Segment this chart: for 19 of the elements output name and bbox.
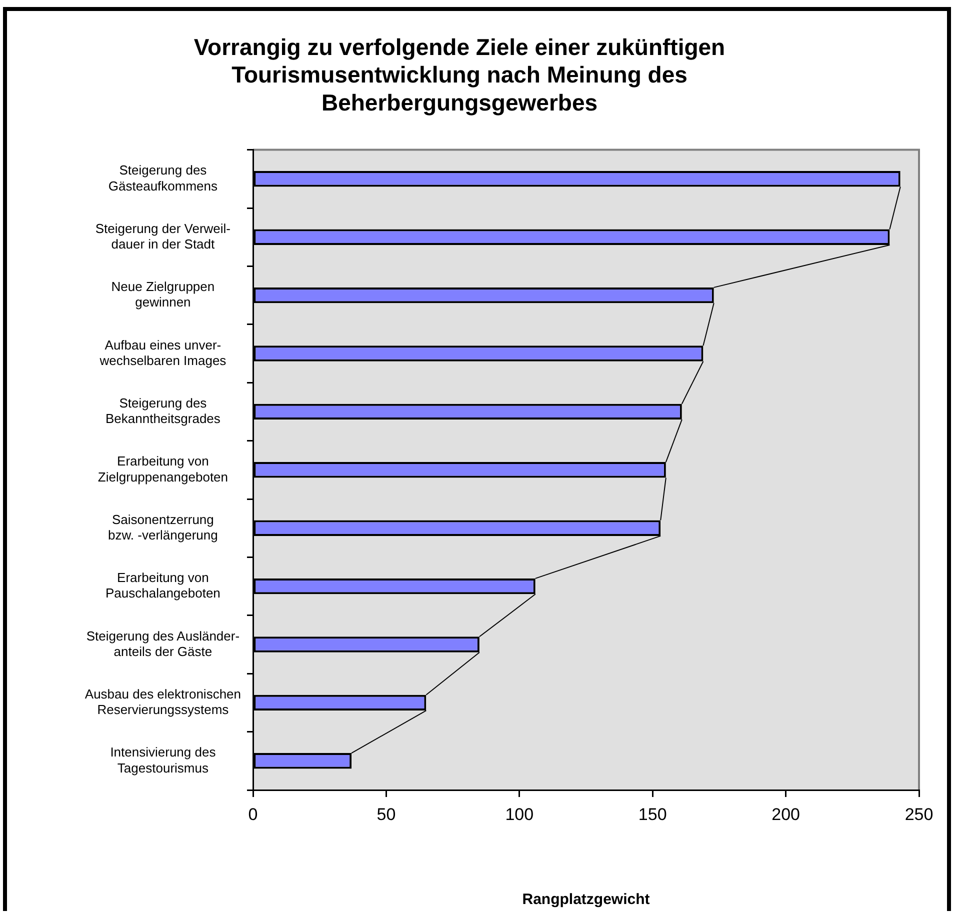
y-tick-label: Neue Zielgruppen gewinnen xyxy=(111,279,215,310)
x-axis-title: Rangplatzgewicht xyxy=(522,891,650,908)
x-tick-label: 0 xyxy=(248,804,258,824)
y-tick-label: Steigerung des Gästeaufkommens xyxy=(108,162,218,194)
x-tick-label: 150 xyxy=(638,804,667,824)
y-tick-label: Erarbeitung von Pauschalangeboten xyxy=(105,570,220,601)
x-tick-label: 200 xyxy=(772,804,800,824)
x-tick-label: 100 xyxy=(505,804,534,824)
y-tick-label: Intensivierung des Tagestourismus xyxy=(110,744,216,776)
y-tick-label: Steigerung des Bekanntheitsgrades xyxy=(105,395,221,426)
y-tick-label: Erarbeitung von Zielgruppenangeboten xyxy=(98,454,228,484)
y-tick-label: Steigerung der Verweil- dauer in der Stadt xyxy=(95,220,231,252)
chart-title: Vorrangig zu verfolgende Ziele einer zukünftigen Tourismusentwicklung nach Meinung des Beherbergungsgewerbes xyxy=(194,34,726,116)
y-tick-label: Saisonentzerrung bzw. -verlängerung xyxy=(108,512,218,542)
y-tick-label: Steigerung des Ausländer- anteils der Gäste xyxy=(86,628,240,659)
y-tick-label: Aufbau eines unver- wechselbaren Images xyxy=(98,337,227,368)
x-tick-label: 250 xyxy=(904,804,934,824)
y-tick-label: Ausbau des elektronischen Reservierungssystems xyxy=(84,686,242,718)
x-tick-label: 50 xyxy=(376,804,396,824)
